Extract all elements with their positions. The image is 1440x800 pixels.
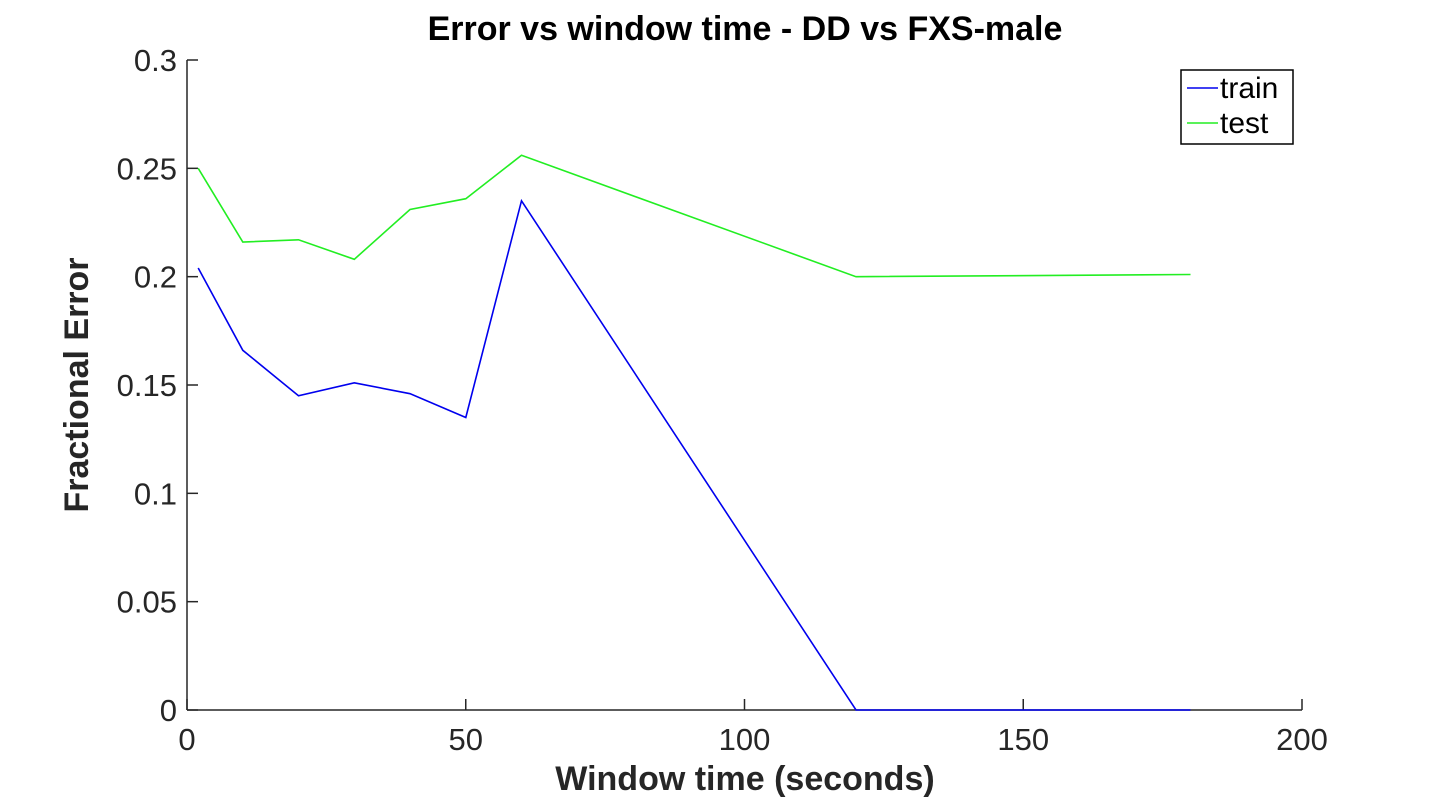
series-line-train <box>197 198 1191 711</box>
y-axis-label: Fractional Error <box>58 257 96 512</box>
chart-title: Error vs window time - DD vs FXS-male <box>428 10 1063 48</box>
x-tick-label: 100 <box>719 722 771 757</box>
y-tick-label: 0.15 <box>117 368 177 403</box>
x-tick-label: 0 <box>178 722 195 757</box>
x-tick-label: 50 <box>449 722 483 757</box>
legend-box <box>1180 69 1294 145</box>
x-tick-label: 200 <box>1276 722 1328 757</box>
y-axis: 0 0.05 0.1 0.15 0.2 0.25 0.3 <box>117 43 198 728</box>
legend-label-train: train <box>1220 72 1278 105</box>
x-tick-label: 150 <box>997 722 1049 757</box>
y-tick-label: 0.05 <box>117 585 177 620</box>
legend-label-test: test <box>1220 107 1269 140</box>
y-tick-label: 0.2 <box>134 260 177 295</box>
y-tick-label: 0.1 <box>134 476 177 511</box>
y-tick-label: 0.3 <box>134 43 177 78</box>
plot-area <box>186 60 1302 711</box>
x-axis-label: Window time (seconds) <box>555 760 934 798</box>
series-layer <box>197 154 1191 711</box>
series-line-test <box>197 154 1191 278</box>
y-tick-label: 0 <box>160 693 177 728</box>
x-axis: 0 50 100 150 200 <box>178 699 1328 757</box>
y-tick-label: 0.25 <box>117 151 177 186</box>
